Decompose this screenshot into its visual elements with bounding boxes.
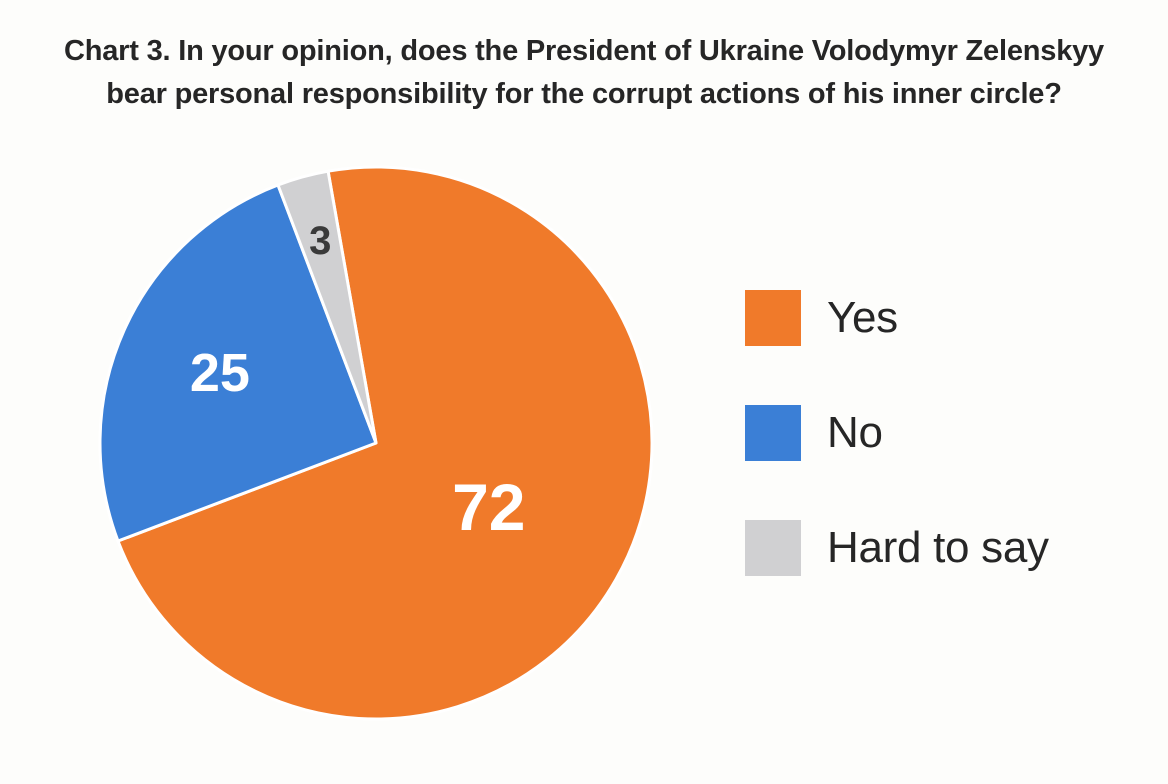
legend-swatch-hard-to-say — [745, 520, 801, 576]
pie-slice-no — [98, 183, 378, 543]
legend-item-no: No — [745, 405, 883, 461]
chart-title: Chart 3. In your opinion, does the Presi… — [0, 30, 1168, 116]
pie-label-no: 25 — [190, 343, 250, 403]
legend-item-yes: Yes — [745, 290, 898, 346]
chart-title-line-1: Chart 3. In your opinion, does the Presi… — [64, 35, 1104, 67]
pie-slice-hard-to-say — [276, 169, 378, 445]
pie-slices — [98, 165, 654, 721]
pie-slice-labels: 72 25 3 — [190, 219, 526, 544]
legend-label-no: No — [827, 408, 883, 457]
legend-item-hard-to-say: Hard to say — [745, 520, 1049, 576]
legend-label-yes: Yes — [827, 293, 898, 342]
legend-swatch-no — [745, 405, 801, 461]
pie-slice-yes — [116, 165, 654, 721]
chart-title-line-2: bear personal responsibility for the cor… — [106, 77, 1062, 110]
pie-label-yes: 72 — [452, 470, 525, 544]
pie-label-hard-to-say: 3 — [309, 219, 331, 263]
legend-swatch-yes — [745, 290, 801, 346]
legend-label-hard-to-say: Hard to say — [827, 523, 1049, 572]
